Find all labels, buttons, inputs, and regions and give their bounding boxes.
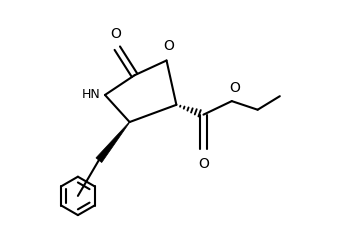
Text: O: O (229, 81, 240, 95)
Text: O: O (111, 27, 121, 41)
Text: O: O (164, 39, 174, 53)
Text: HN: HN (82, 88, 101, 101)
Text: O: O (198, 157, 209, 171)
Polygon shape (96, 122, 130, 163)
